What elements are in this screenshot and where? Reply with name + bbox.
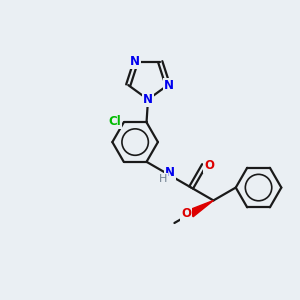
Polygon shape: [189, 200, 214, 217]
Text: N: N: [165, 166, 175, 179]
Text: Cl: Cl: [109, 115, 121, 128]
Text: N: N: [143, 93, 153, 106]
Text: O: O: [204, 159, 214, 172]
Text: H: H: [159, 174, 167, 184]
Text: O: O: [181, 207, 191, 220]
Text: N: N: [164, 79, 174, 92]
Text: N: N: [130, 55, 140, 68]
